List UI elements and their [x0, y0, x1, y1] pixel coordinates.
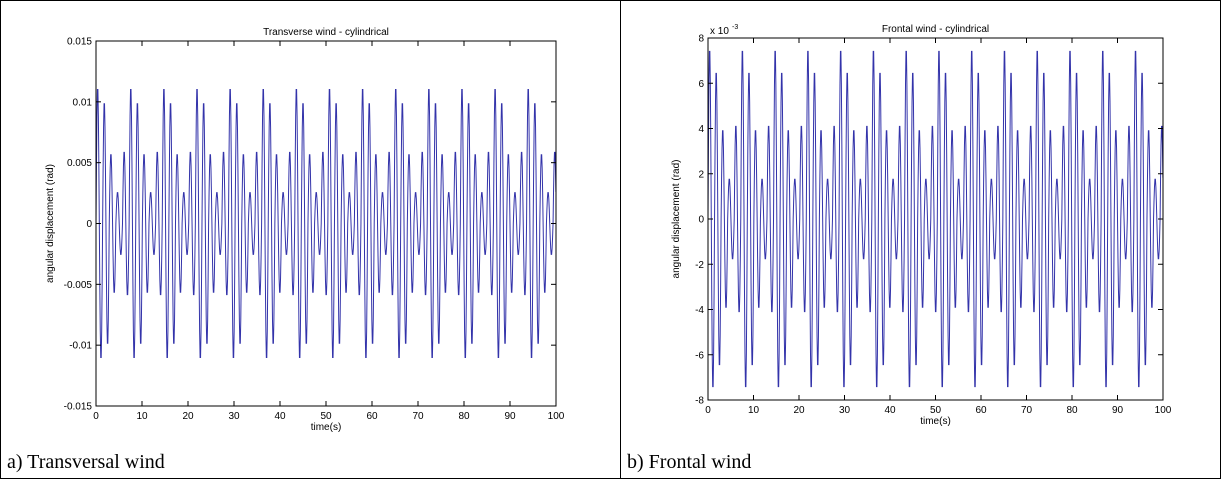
chart-title: Transverse wind - cylindrical — [263, 27, 389, 38]
x-tick-label: 60 — [366, 411, 378, 422]
y-tick-label: 0.005 — [67, 158, 92, 169]
y-tick-label: 0.015 — [67, 37, 92, 48]
x-tick-label: 70 — [412, 411, 424, 422]
x-tick-label: 90 — [1112, 405, 1124, 416]
x-tick-label: 100 — [1155, 405, 1172, 416]
x-tick-label: 70 — [1021, 405, 1033, 416]
y-tick-label: 0 — [698, 215, 704, 226]
chart-transverse-wind: Transverse wind - cylindrical 0 10 20 30 40 50… — [45, 27, 565, 433]
y-axis-label: angular displacement (rad) — [671, 160, 682, 279]
y-tick-label: 6 — [698, 79, 704, 90]
x-tick-label: 80 — [1066, 405, 1078, 416]
x-tick-label: 20 — [182, 411, 194, 422]
y-tick-label: -8 — [695, 396, 704, 407]
x-tick-label: 10 — [748, 405, 760, 416]
y-exponent-label: x 10 — [710, 26, 729, 37]
x-tick-label: 0 — [93, 411, 99, 422]
x-tick-label: 90 — [504, 411, 516, 422]
x-tick-label: 80 — [458, 411, 470, 422]
caption-b: b) Frontal wind — [627, 451, 752, 473]
caption-a: a) Transversal wind — [7, 451, 165, 473]
x-tick-label: 50 — [930, 405, 942, 416]
x-tick-label: 30 — [839, 405, 851, 416]
y-tick-label: -2 — [695, 260, 704, 271]
series-line — [708, 50, 1163, 388]
y-tick-label: 2 — [698, 169, 704, 180]
x-axis-label: time(s) — [311, 422, 342, 433]
y-tick-label: 0.01 — [73, 97, 93, 108]
series-line — [96, 88, 556, 359]
x-tick-label: 50 — [320, 411, 332, 422]
x-tick-label: 30 — [228, 411, 240, 422]
x-tick-label: 40 — [884, 405, 896, 416]
x-tick-label: 10 — [136, 411, 148, 422]
y-tick-label: -4 — [695, 305, 704, 316]
x-tick-label: 60 — [975, 405, 987, 416]
y-axis-label: angular displacement (rad) — [45, 164, 56, 283]
y-tick-label: 0 — [86, 219, 92, 230]
x-axis-label: time(s) — [920, 416, 951, 427]
x-tick-label: 40 — [274, 411, 286, 422]
y-tick-label: -0.005 — [64, 280, 93, 291]
y-tick-label: 8 — [698, 34, 704, 45]
y-tick-label: 4 — [698, 124, 704, 135]
panel-a: Transverse wind - cylindrical 0 10 20 30 40 50… — [1, 1, 621, 478]
chart-title: Frontal wind - cylindrical — [882, 24, 989, 35]
x-tick-label: 100 — [548, 411, 565, 422]
y-tick-label: -0.01 — [69, 341, 92, 352]
y-tick-label: -6 — [695, 350, 704, 361]
x-tick-label: 0 — [705, 405, 711, 416]
x-tick-label: 20 — [793, 405, 805, 416]
y-exponent-power: -3 — [732, 24, 738, 31]
panel-b: Frontal wind - cylindrical x 10 -3 0 10 20 30 4… — [621, 1, 1222, 478]
y-tick-label: -0.015 — [64, 402, 93, 413]
